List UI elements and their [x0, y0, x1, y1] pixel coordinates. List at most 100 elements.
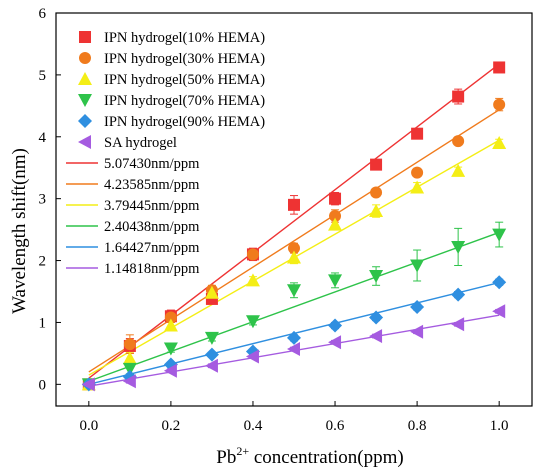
x-tick-label: 0.0 — [79, 418, 98, 434]
data-point — [123, 338, 136, 351]
legend-label: 3.79445nm/ppm — [104, 198, 200, 214]
data-point — [493, 61, 506, 74]
data-point — [329, 209, 342, 222]
legend-label: 1.14818nm/ppm — [104, 261, 200, 277]
legend: IPN hydrogel(10% HEMA) IPN hydrogel(30% H… — [66, 30, 265, 277]
series-triangle-up — [81, 135, 507, 391]
data-point — [287, 250, 301, 264]
legend-label: IPN hydrogel(70% HEMA) — [104, 93, 265, 109]
data-point — [122, 351, 137, 365]
data-point — [411, 166, 424, 179]
data-point — [492, 304, 506, 319]
data-point — [492, 228, 507, 242]
data-point — [245, 315, 260, 329]
data-point — [410, 324, 424, 339]
data-point — [163, 318, 178, 332]
data-point — [410, 180, 425, 194]
x-tick-label: 0.4 — [244, 418, 263, 434]
data-point — [204, 347, 219, 362]
data-point — [204, 358, 218, 373]
data-point — [451, 240, 466, 254]
data-point — [451, 317, 465, 332]
legend-label: 2.40438nm/ppm — [104, 219, 200, 235]
legend-label: 5.07430nm/ppm — [104, 156, 200, 172]
y-tick-label: 2 — [39, 254, 47, 270]
y-tick-label: 6 — [39, 6, 47, 22]
x-axis-title-rest: concentration(ppm) — [249, 447, 404, 468]
legend-label: IPN hydrogel(30% HEMA) — [104, 51, 265, 67]
data-point — [81, 377, 95, 392]
legend-marker — [79, 52, 91, 64]
legend-label: IPN hydrogel(10% HEMA) — [104, 30, 265, 46]
data-point — [328, 318, 343, 333]
legend-marker — [78, 94, 92, 107]
data-point — [204, 285, 219, 299]
legend-label: 1.64427nm/ppm — [104, 240, 200, 256]
legend-label: SA hydrogel — [104, 135, 177, 151]
fit-line — [88, 63, 500, 379]
data-point — [163, 342, 178, 356]
data-point — [492, 135, 507, 149]
legend-label: IPN hydrogel(50% HEMA) — [104, 72, 265, 88]
data-point — [328, 217, 343, 231]
data-point — [451, 287, 466, 302]
data-point — [287, 284, 301, 298]
legend-marker — [79, 31, 91, 43]
data-point — [410, 299, 425, 314]
x-tick-label: 0.8 — [408, 418, 427, 434]
y-tick-label: 3 — [39, 192, 47, 208]
data-point — [369, 204, 384, 218]
legend-marker — [78, 135, 91, 149]
x-axis-title-superscript: 2+ — [236, 444, 249, 458]
data-point — [163, 363, 177, 378]
x-axis-title: Pb2+ concentration(ppm) — [216, 444, 403, 468]
x-axis-title-base: Pb — [216, 447, 236, 468]
data-point — [369, 310, 384, 325]
fit-line — [88, 109, 500, 373]
data-points — [81, 61, 507, 392]
data-point — [369, 270, 384, 284]
data-point — [411, 127, 424, 140]
y-axis-title: Wavelength shift(nm) — [9, 148, 30, 314]
data-point — [452, 135, 465, 148]
fit-line — [88, 231, 500, 382]
x-tick-label: 1.0 — [490, 418, 509, 434]
data-point — [288, 198, 300, 211]
data-point — [246, 248, 259, 261]
data-point — [328, 335, 342, 350]
data-point — [164, 311, 177, 324]
x-tick-label: 0.6 — [326, 418, 345, 434]
y-tick-label: 5 — [39, 68, 47, 84]
series-diamond — [81, 275, 507, 392]
data-point — [492, 275, 507, 290]
y-tick-label: 1 — [39, 315, 47, 331]
legend-marker — [78, 72, 92, 85]
data-point — [493, 98, 506, 111]
data-point — [452, 90, 465, 103]
legend-marker — [78, 114, 92, 128]
y-tick-label: 4 — [39, 130, 47, 146]
data-point — [451, 163, 466, 177]
legend-label: IPN hydrogel(90% HEMA) — [104, 114, 265, 130]
data-point — [329, 192, 342, 205]
data-point — [370, 158, 383, 171]
data-point — [328, 274, 343, 288]
data-point — [288, 242, 300, 255]
data-point — [370, 186, 383, 199]
axis-ticks: 0.0 0.2 0.4 0.6 0.8 1.0 0 1 2 3 4 5 6 — [39, 6, 509, 434]
data-point — [122, 362, 137, 376]
plot-frame — [55, 12, 533, 407]
data-point — [287, 330, 301, 345]
data-point — [245, 273, 260, 287]
data-point — [410, 259, 425, 273]
data-point — [204, 331, 219, 345]
data-point — [122, 374, 136, 389]
data-point — [245, 349, 259, 364]
data-point — [369, 329, 383, 344]
series-triangle-left — [81, 304, 506, 392]
data-point — [287, 342, 300, 357]
legend-label: 4.23585nm/ppm — [104, 177, 200, 193]
y-tick-label: 0 — [39, 377, 47, 393]
x-tick-label: 0.2 — [162, 418, 181, 434]
